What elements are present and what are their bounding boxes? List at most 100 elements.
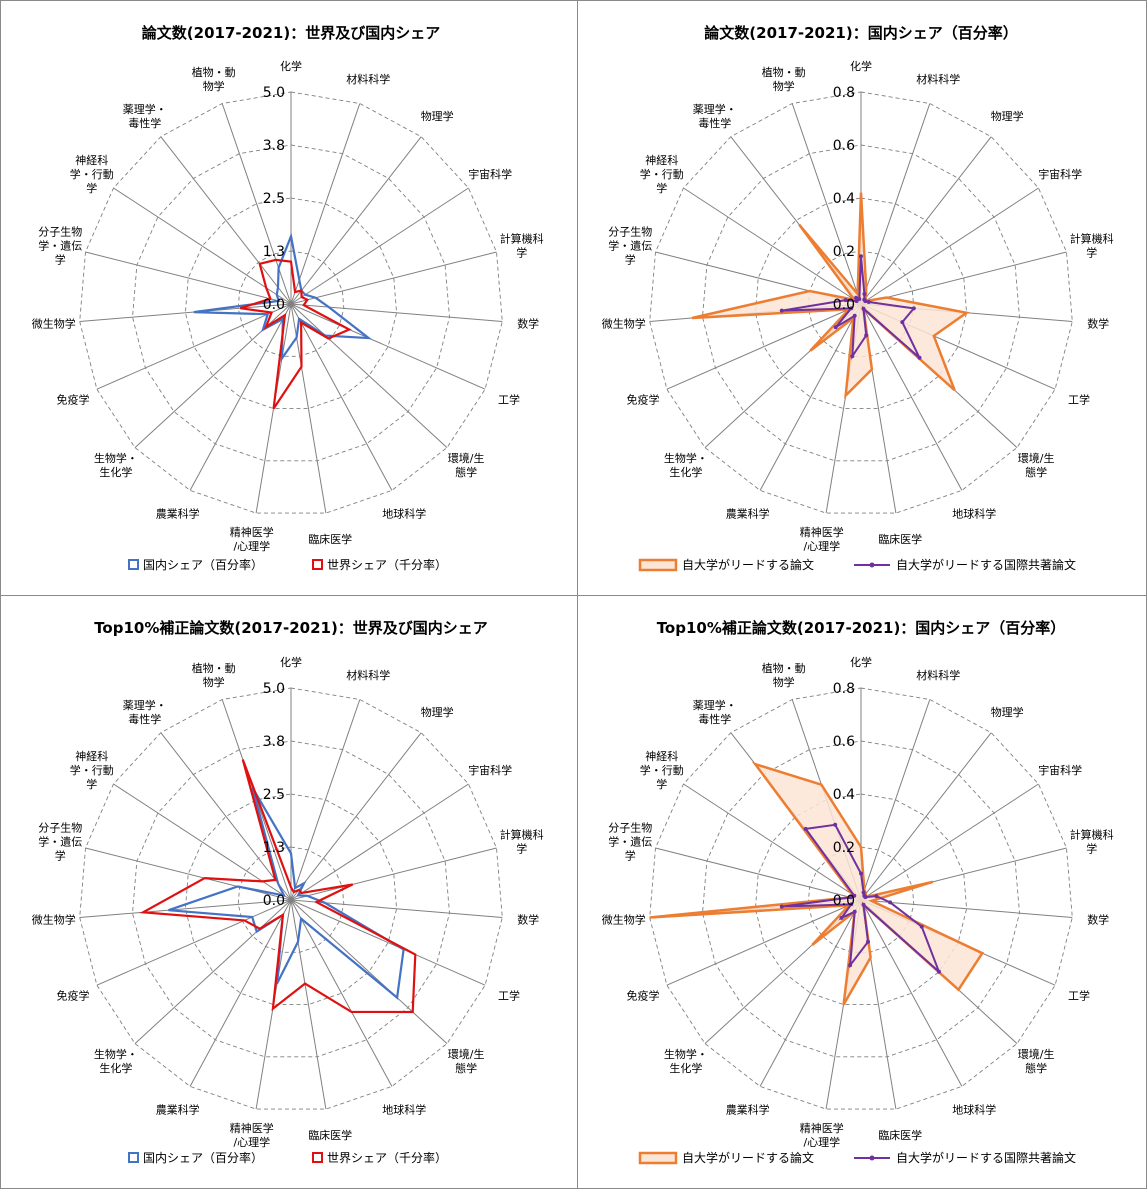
data-point bbox=[861, 890, 866, 895]
chart-title: 論文数(2017-2021)：世界及び国内シェア bbox=[142, 24, 440, 42]
spoke-line bbox=[290, 899, 393, 1087]
spoke-line bbox=[860, 136, 992, 305]
tick-label: 3.8 bbox=[263, 734, 285, 750]
category-label: 微生物学 bbox=[602, 913, 646, 927]
spoke-line bbox=[290, 899, 327, 1110]
tick-label: 1.3 bbox=[263, 244, 285, 260]
legend: 国内シェア（百分率） 世界シェア（千分率） bbox=[128, 1150, 447, 1165]
radar-chart: 論文数(2017-2021)：国内シェア（百分率） 0.0 0.2 0.4 0.6 0.8… bbox=[602, 24, 1114, 572]
category-label: 材料科学 bbox=[916, 72, 960, 86]
tick-label: 0.6 bbox=[833, 734, 855, 750]
legend-swatch bbox=[128, 1152, 139, 1163]
category-label: 生物学・生化学 bbox=[664, 1047, 708, 1075]
legend: 自大学がリードする論文 自大学がリードする国際共著論文 bbox=[638, 557, 1076, 572]
tick-label: 2.5 bbox=[263, 787, 285, 803]
tick-label: 1.3 bbox=[263, 840, 285, 856]
category-label: 精神医学/心理学 bbox=[800, 525, 844, 553]
data-point bbox=[854, 295, 859, 300]
data-point bbox=[911, 306, 916, 311]
spoke-line bbox=[860, 899, 963, 1087]
spoke-line bbox=[113, 187, 292, 305]
data-point bbox=[852, 313, 857, 318]
grid-ring bbox=[79, 91, 503, 514]
legend-marker bbox=[869, 562, 875, 568]
category-label: 物理学 bbox=[421, 705, 454, 719]
panel-papers-share: 論文数(2017-2021)：世界及び国内シェア 0.0 1.3 2.5 3.8 5.0 化… bbox=[0, 0, 578, 596]
category-label: 材料科学 bbox=[346, 668, 390, 682]
data-point bbox=[888, 900, 893, 905]
legend: 自大学がリードする論文 自大学がリードする国際共著論文 bbox=[638, 1150, 1076, 1165]
data-point bbox=[937, 969, 941, 974]
spoke-line bbox=[655, 847, 862, 901]
spoke-line bbox=[860, 783, 1039, 901]
tick-label: 0.0 bbox=[263, 297, 285, 313]
legend-label: 自大学がリードする国際共著論文 bbox=[896, 1150, 1076, 1165]
spoke-line bbox=[160, 732, 292, 901]
spoke-line bbox=[160, 136, 292, 305]
tick-label: 0.2 bbox=[833, 244, 855, 260]
spoke-line bbox=[759, 899, 862, 1087]
data-point bbox=[917, 355, 922, 360]
panel-papers-domestic: 論文数(2017-2021)：国内シェア（百分率） 0.0 0.2 0.4 0.6 0.8… bbox=[577, 0, 1147, 596]
tick-label: 2.5 bbox=[263, 191, 285, 207]
legend-label: 国内シェア（百分率） bbox=[143, 557, 263, 572]
spoke-line bbox=[860, 103, 931, 305]
spoke-line bbox=[290, 847, 497, 901]
series-domestic bbox=[193, 232, 373, 363]
legend-swatch bbox=[638, 558, 678, 572]
legend-marker bbox=[869, 1155, 875, 1161]
data-point bbox=[859, 254, 863, 259]
data-point bbox=[833, 325, 838, 330]
grid-ring bbox=[807, 250, 915, 357]
legend-swatch bbox=[312, 1152, 323, 1163]
category-label: 免疫学 bbox=[627, 393, 660, 407]
category-label: 薬理学・毒性学 bbox=[123, 698, 167, 726]
category-label: 生物学・生化学 bbox=[664, 451, 708, 479]
spoke-line bbox=[96, 899, 292, 986]
category-label: 精神医学/心理学 bbox=[230, 525, 274, 553]
radar-chart: Top10%補正論文数(2017-2021)：国内シェア（百分率） 0.0 0.2 0… bbox=[602, 619, 1114, 1165]
category-label: 計算機科学 bbox=[1070, 232, 1114, 260]
category-label: 物理学 bbox=[991, 705, 1024, 719]
spoke-line bbox=[290, 303, 393, 491]
category-label: 計算機科学 bbox=[500, 828, 544, 856]
spoke-line bbox=[134, 899, 292, 1044]
category-label: 環境/生態学 bbox=[448, 1047, 485, 1075]
spoke-line bbox=[79, 303, 292, 322]
category-label: 臨床医学 bbox=[878, 1128, 922, 1142]
category-label: 化学 bbox=[850, 59, 872, 73]
category-label: 植物・動物学 bbox=[762, 65, 806, 93]
category-label: 宇宙科学 bbox=[1038, 763, 1082, 777]
data-point bbox=[857, 297, 862, 301]
data-point bbox=[848, 963, 853, 968]
tick-label: 3.8 bbox=[263, 138, 285, 154]
spoke-line bbox=[860, 899, 1073, 918]
category-label: 臨床医学 bbox=[878, 532, 922, 546]
category-label: 工学 bbox=[498, 989, 520, 1003]
category-label: 薬理学・毒性学 bbox=[693, 102, 737, 130]
spoke-line bbox=[683, 187, 862, 305]
data-point bbox=[849, 306, 854, 311]
chart-title: Top10%補正論文数(2017-2021)：国内シェア（百分率） bbox=[657, 619, 1066, 637]
data-point bbox=[852, 909, 857, 914]
tick-label: 0.4 bbox=[833, 787, 855, 803]
grid-ring bbox=[702, 740, 1020, 1058]
tick-label: 0.6 bbox=[833, 138, 855, 154]
series-world bbox=[139, 759, 417, 1014]
category-label: 精神医学/心理学 bbox=[800, 1121, 844, 1149]
data-point bbox=[854, 299, 859, 304]
category-label: 材料科学 bbox=[346, 72, 390, 86]
data-point bbox=[863, 299, 868, 304]
legend-label: 自大学がリードする国際共著論文 bbox=[896, 557, 1076, 572]
legend-swatch bbox=[312, 559, 323, 570]
spoke-line bbox=[290, 699, 361, 901]
grid-ring bbox=[132, 144, 450, 462]
tick-label: 0.0 bbox=[833, 893, 855, 909]
panel-top10-domestic: Top10%補正論文数(2017-2021)：国内シェア（百分率） 0.0 0.2 0… bbox=[577, 595, 1147, 1189]
category-label: 神経科学・行動学 bbox=[640, 153, 684, 195]
panel-top10-share: Top10%補正論文数(2017-2021)：世界及び国内シェア 0.0 1.3 2.… bbox=[0, 595, 578, 1189]
category-label: 免疫学 bbox=[627, 989, 660, 1003]
category-label: 農業科学 bbox=[726, 506, 770, 520]
category-label: 植物・動物学 bbox=[192, 661, 236, 689]
